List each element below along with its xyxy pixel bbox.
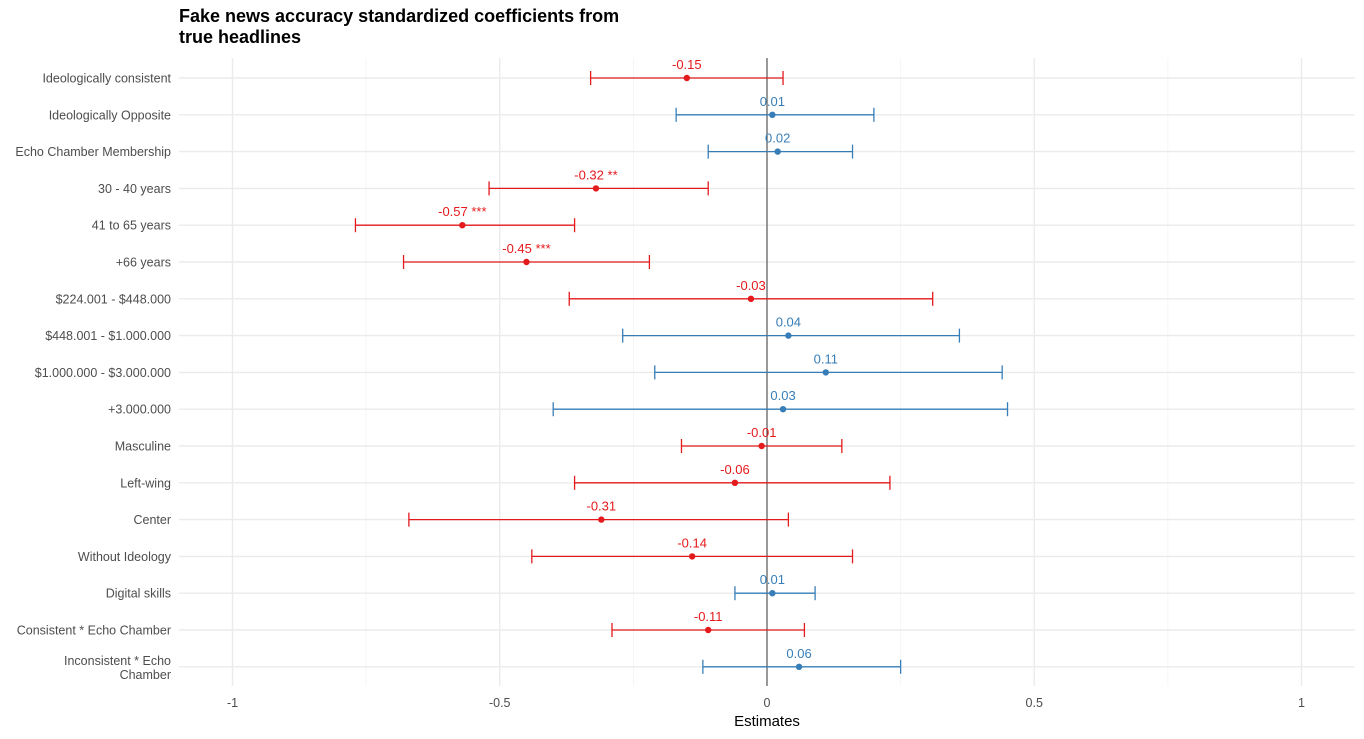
coefficient-row: Digital skills 0.01 [106,572,816,601]
coefficient-row: 41 to 65 years -0.57 *** [92,204,576,233]
coefficient-row: Center -0.31 [133,499,790,527]
row-label: +66 years [116,256,171,270]
row-label: Center [133,513,171,527]
value-label: -0.31 [586,499,616,514]
value-label: -0.01 [747,425,777,440]
row-label: Digital skills [106,587,171,601]
row-label-line: Inconsistent * Echo [64,654,171,668]
row-label: Left-wing [120,476,171,490]
x-tick-label: 1 [1298,696,1305,710]
coefficient-row: +66 years -0.45 *** [116,241,651,270]
x-axis-title: Estimates [734,713,800,730]
value-label: 0.06 [786,646,811,661]
value-label: 0.01 [760,572,785,587]
row-label: Ideologically consistent [42,72,171,86]
x-tick-label: 0 [764,696,771,710]
value-label: 0.03 [770,388,795,403]
coefficient-row: Left-wing -0.06 [120,462,891,490]
chart-title: Fake news accuracy standardized coeffici… [179,6,619,47]
value-label: -0.14 [677,535,707,550]
x-tick-label: -1 [227,696,238,710]
value-label: 0.04 [776,315,801,330]
row-label: Echo Chamber Membership [15,145,171,159]
row-label: Ideologically Opposite [49,108,171,122]
point-estimate [774,148,781,155]
value-label: -0.32 ** [574,167,617,182]
point-estimate [758,442,765,450]
row-label: +3.000.000 [108,403,171,417]
point-estimate [769,111,776,119]
value-label: -0.03 [736,278,766,293]
chart-title-line-1: Fake news accuracy standardized coeffici… [179,6,619,26]
point-estimate [592,185,600,192]
row-label: 41 to 65 years [92,219,171,233]
coefficient-row: +3.000.000 0.03 [108,388,1009,417]
coefficient-row: Ideologically Opposite 0.01 [49,94,875,122]
x-tick-label: 0.5 [1026,696,1043,710]
row-label-line: Chamber [120,668,171,682]
value-label: -0.45 *** [502,241,550,256]
point-estimate [598,516,605,523]
coefficient-rows: Ideologically consistent-0.15Ideological… [15,57,1009,682]
row-label: 30 - 40 years [98,182,171,196]
point-estimate [688,553,696,560]
coefficient-row: $1.000.000 - $3.000.000 0.11 [35,351,1003,380]
point-estimate [779,406,787,413]
value-label: -0.06 [720,462,750,477]
row-label: $224.001 - $448.000 [56,292,171,306]
coefficient-row: $224.001 - $448.000 -0.03 [56,278,934,306]
point-estimate [523,258,530,266]
point-estimate [769,590,776,597]
point-estimate [795,663,803,670]
value-label: -0.15 [672,57,702,72]
value-label: -0.57 *** [438,204,486,219]
point-estimate [705,626,712,634]
coefficient-row: 30 - 40 years -0.32 ** [98,167,709,196]
coefficient-row: Echo Chamber Membership 0.02 [15,131,854,159]
point-estimate [822,369,829,376]
point-estimate [747,295,755,302]
coefficient-row: Ideologically consistent -0.15 [42,57,784,86]
value-label: 0.01 [760,94,785,109]
row-label: Inconsistent * Echo Chamber [64,654,171,682]
chart-title-line-2: true headlines [179,27,301,47]
point-estimate [459,222,466,229]
coefficient-row: $448.001 - $1.000.000 0.04 [45,315,961,343]
point-estimate [683,74,691,82]
value-label: 0.11 [814,351,838,366]
value-label: -0.11 [694,609,723,624]
point-estimate [785,332,792,339]
coefficient-row: Masculine -0.01 [115,425,843,454]
value-label: 0.02 [765,131,790,146]
row-label: $448.001 - $1.000.000 [45,329,171,343]
coefficient-row: Without Ideology -0.14 [78,535,854,564]
row-label: Consistent * Echo Chamber [17,624,171,638]
point-estimate [731,479,739,486]
row-label: $1.000.000 - $3.000.000 [35,366,171,380]
x-tick-label: -0.5 [489,696,511,710]
coefficient-row: Consistent * Echo Chamber -0.11 [17,609,806,638]
coefficient-row: Inconsistent * Echo Chamber 0.06 [64,646,902,682]
row-label: Masculine [115,440,171,454]
row-label: Without Ideology [78,550,172,564]
x-axis-ticks: -1 -0.5 0 0.5 1 [227,696,1305,710]
